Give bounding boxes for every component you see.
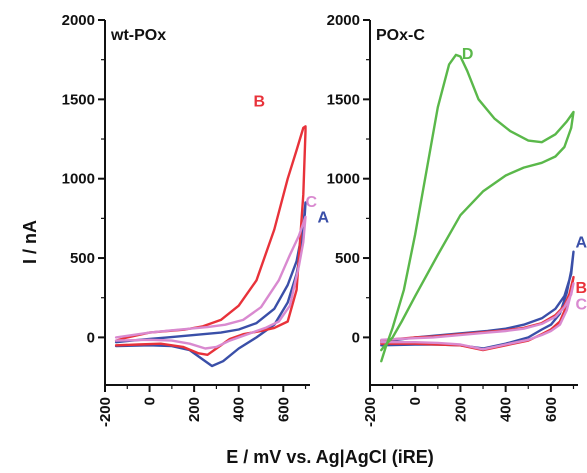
y-tick-label: 1500 [327,91,360,108]
y-tick-label: 2000 [62,12,95,29]
curve-label-c: C [575,296,587,313]
x-tick-label: -200 [97,397,114,427]
x-tick-label: 200 [186,397,203,422]
x-tick-label: 0 [142,397,159,405]
x-tick-label: -200 [362,397,379,427]
y-tick-label: 2000 [327,12,360,29]
y-axis-title: I / nA [20,220,40,264]
y-tick-label: 500 [335,250,360,267]
y-tick-label: 1500 [62,91,95,108]
curve-label-b: B [254,93,266,110]
y-tick-label: 1000 [62,171,95,188]
x-tick-label: 200 [452,397,469,422]
y-tick-label: 1000 [327,171,360,188]
x-tick-label: 600 [543,397,560,422]
x-tick-label: 0 [407,397,424,405]
curve-label-c: C [306,194,318,211]
curve-c [114,215,307,350]
curve-label-a: A [575,235,587,252]
y-tick-label: 500 [70,250,95,267]
x-tick-label: 400 [498,397,515,422]
panel-title: wt-POx [110,27,166,44]
curve-d [380,53,575,363]
x-axis-title: E / mV vs. Ag|AgCl (iRE) [226,447,433,467]
y-tick-label: 0 [87,329,95,346]
curve-label-d: D [462,46,474,63]
panel-title: POx-C [376,27,425,44]
curve-label-a: A [318,210,330,227]
panel-pox-c: 0 500 1000 1500 2000 -200 0 200 400 600 POx-C A BC D [327,12,587,427]
y-tick-label: 0 [352,329,360,346]
panel-wt-pox: 0 500 1000 1500 2000 -200 0 200 400 600 wt-POx A B C [62,12,330,427]
curve-a [114,201,307,368]
x-tick-label: 600 [275,397,292,422]
curve-label-b: B [575,280,587,297]
curve-c [380,282,575,351]
x-tick-label: 400 [231,397,248,422]
